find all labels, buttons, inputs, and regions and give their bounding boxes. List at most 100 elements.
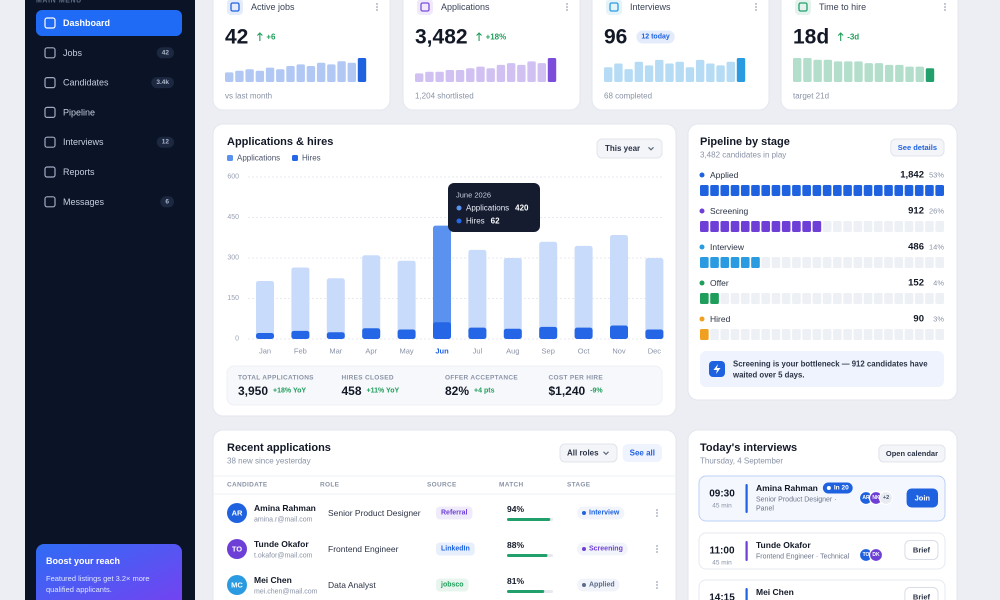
stage-segment bbox=[812, 293, 822, 304]
pipeline-title: Pipeline by stage bbox=[700, 136, 790, 148]
kpi-bar bbox=[624, 69, 633, 82]
kpi-value: 42 bbox=[225, 26, 248, 49]
stage-segment bbox=[935, 293, 944, 304]
stage-segment bbox=[884, 329, 893, 340]
stage-segment bbox=[914, 185, 924, 196]
stage-segment bbox=[833, 221, 842, 232]
sidebar bbox=[25, 0, 195, 600]
stage-segment bbox=[863, 257, 873, 268]
candidate-email: t.okafor@mail.com bbox=[254, 553, 313, 560]
calendar-button[interactable] bbox=[878, 444, 946, 463]
stage-segment bbox=[843, 257, 852, 268]
interview-button[interactable] bbox=[904, 587, 939, 600]
interview-button[interactable] bbox=[904, 540, 939, 560]
kpi-bar bbox=[874, 63, 884, 82]
stage-percent: 3% bbox=[933, 315, 944, 324]
column-header: SOURCE bbox=[427, 482, 457, 489]
nav-item[interactable] bbox=[36, 189, 182, 215]
stage-count: 90 bbox=[913, 314, 924, 325]
stage-segment bbox=[771, 329, 781, 340]
nav-item[interactable] bbox=[36, 159, 182, 185]
more-icon bbox=[656, 545, 658, 547]
roles-dropdown[interactable] bbox=[559, 443, 618, 463]
stage-segment bbox=[914, 329, 924, 340]
interview-name: Mei Chen bbox=[756, 587, 794, 597]
bar bbox=[539, 241, 558, 339]
stage-segment bbox=[761, 185, 771, 196]
candidate-name: Amina Rahman bbox=[254, 503, 316, 513]
x-tick-label: Nov bbox=[612, 347, 626, 356]
interview-button-label: Brief bbox=[913, 546, 931, 555]
nav-label: Interviews bbox=[63, 137, 104, 147]
kpi-value: 3,482 bbox=[415, 26, 468, 49]
trend-arrow bbox=[476, 32, 482, 41]
promo-card[interactable] bbox=[36, 544, 182, 600]
interview-role: Frontend Engineer · Technical bbox=[756, 554, 850, 561]
bar bbox=[610, 235, 628, 339]
nav-active[interactable] bbox=[36, 10, 182, 36]
candidate-name: Mei Chen bbox=[254, 575, 292, 585]
stage-segment bbox=[730, 329, 740, 340]
interview-time: 09:30 bbox=[709, 489, 735, 500]
stage-segment bbox=[812, 221, 822, 232]
kpi-note: 1,204 shortlisted bbox=[415, 92, 474, 101]
card bbox=[212, 0, 391, 111]
interview-role: Senior Product Designer · bbox=[756, 497, 837, 504]
stage-name: Interview bbox=[710, 242, 745, 252]
stage-segment bbox=[822, 329, 832, 340]
interview-name: Amina Rahman bbox=[756, 483, 818, 493]
stage-segment bbox=[884, 257, 893, 268]
stage-segment bbox=[884, 185, 893, 196]
tooltip bbox=[448, 183, 540, 232]
kpi-bar bbox=[286, 66, 295, 82]
more-icon bbox=[944, 9, 946, 11]
nav-item[interactable] bbox=[36, 99, 182, 125]
stage-count: 912 bbox=[908, 206, 924, 217]
see-all-button[interactable] bbox=[622, 444, 662, 462]
x-tick-label: Jun bbox=[435, 347, 449, 356]
stage-tag-dot bbox=[582, 547, 586, 551]
more-icon bbox=[376, 6, 378, 8]
details-button[interactable] bbox=[890, 138, 945, 157]
kpi-bar bbox=[695, 59, 705, 82]
kpi-value: 96 bbox=[604, 26, 627, 49]
stage-segment bbox=[833, 329, 842, 340]
stage-dot bbox=[699, 244, 705, 250]
bar bbox=[256, 333, 274, 339]
stage-percent: 14% bbox=[929, 243, 944, 252]
stage-segment bbox=[700, 329, 709, 340]
bar bbox=[645, 329, 664, 339]
stage-segment bbox=[843, 185, 852, 196]
stage-segment bbox=[904, 185, 914, 196]
kpi-bar bbox=[476, 66, 485, 82]
interview-button[interactable] bbox=[906, 488, 938, 508]
tooltip-value: 62 bbox=[491, 217, 500, 226]
stage-segment bbox=[863, 221, 873, 232]
card bbox=[591, 0, 770, 111]
kpi-bar bbox=[347, 62, 356, 82]
stage-segment bbox=[720, 293, 730, 304]
attendee-more bbox=[878, 490, 894, 506]
bar bbox=[433, 225, 451, 339]
nav-icon bbox=[44, 47, 56, 59]
stage-segment bbox=[761, 257, 771, 268]
trend-arrow bbox=[837, 32, 844, 41]
column-header: MATCH bbox=[499, 482, 524, 489]
avatar-initials: TO bbox=[232, 545, 242, 554]
interview-accent bbox=[745, 484, 748, 513]
kpi-delta: -3d bbox=[847, 33, 859, 42]
more-icon bbox=[656, 581, 658, 583]
callout-icon-glyph bbox=[713, 364, 721, 374]
kpi-bar bbox=[793, 58, 802, 82]
stage-segment bbox=[904, 329, 914, 340]
filter-dropdown[interactable] bbox=[596, 138, 663, 159]
stage-segment bbox=[720, 221, 730, 232]
y-tick-label: 150 bbox=[227, 295, 239, 302]
summary-label: OFFER ACCEPTANCE bbox=[445, 375, 518, 382]
kpi-bar bbox=[844, 61, 853, 82]
kpi-icon-glyph bbox=[420, 2, 430, 12]
nav-badge bbox=[160, 196, 174, 208]
stage-segment bbox=[935, 221, 944, 232]
y-tick-label: 600 bbox=[227, 174, 239, 181]
stage-segment bbox=[751, 221, 760, 232]
